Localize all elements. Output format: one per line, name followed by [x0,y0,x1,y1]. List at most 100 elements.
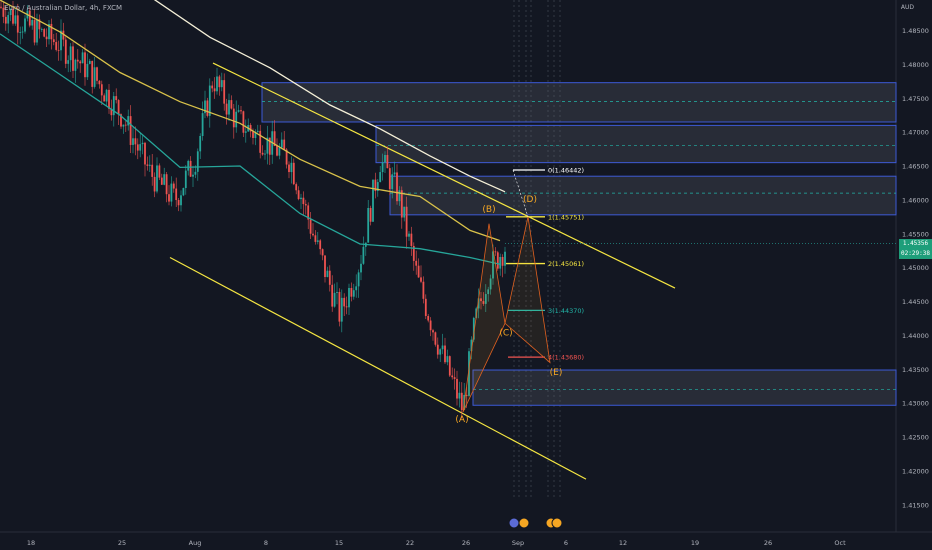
candle-body [429,320,432,331]
candle-body [199,136,202,152]
y-tick-label: 1.45500 [902,230,929,238]
candle-body [136,144,139,151]
candle-body [218,76,221,88]
x-tick-label: Sep [512,539,524,547]
candle-body [122,124,125,127]
projection-level-label: 1(1.45751) [548,213,584,221]
candle-body [494,251,497,253]
candle-body [412,245,415,261]
y-tick-label: 1.41500 [902,501,929,509]
candle-body [216,76,218,92]
candle-body [309,219,312,234]
economic-event-icon [518,517,530,529]
economic-event-icon [508,517,520,529]
symbol-title: Euro / Australian Dollar, 4h, FXCM [4,4,123,12]
candle-body [206,100,209,116]
candle-body [465,394,468,396]
candle-body [40,29,43,30]
supply-demand-zone [472,369,897,406]
candle-body [43,29,46,37]
y-tick-label: 1.47500 [902,95,929,103]
candle-body [151,164,154,177]
candle-body [302,197,305,205]
candle-body [278,147,281,156]
candle-body [132,138,134,145]
candle-body [441,345,444,350]
candle-body [127,116,130,126]
price-axis-panel [896,0,932,550]
candle-body [192,174,194,177]
candle-body [244,131,247,133]
projection-connector [512,170,529,217]
candle-body [64,39,67,64]
candle-body [415,260,418,266]
candle-body [345,306,348,308]
candle-body [81,52,84,64]
candle-body [7,15,10,24]
candle-body [480,298,482,302]
moving-average-line [0,33,501,265]
candle-body [38,19,41,30]
candle-body [432,330,434,333]
candle-body [331,284,334,307]
candle-body [16,15,19,33]
y-tick-label: 1.48000 [902,61,929,69]
lower-channel-trendline [169,256,587,480]
candle-body [115,96,118,101]
candle-body [288,164,290,173]
candle-body [398,190,401,202]
candle-body [45,36,48,40]
wave-label: (C) [499,328,512,338]
candle-body [57,49,60,51]
candle-body [117,100,120,115]
candle-body [175,188,178,201]
candle-body [144,142,146,165]
candle-body [112,96,115,116]
candle-body [307,205,310,220]
candle-body [376,182,379,191]
candle-body [340,297,343,322]
candle-body [9,9,12,16]
candle-body [91,60,94,87]
candle-body [170,183,173,202]
candle-body [273,131,276,146]
projection-level-label: 4(1.43680) [548,354,584,362]
y-tick-label: 1.44000 [902,332,929,340]
candle-body [100,84,103,96]
candle-body [408,233,410,237]
candle-body [444,345,446,363]
candle-body [355,286,358,291]
candle-body [86,63,89,78]
candle-body [276,145,278,156]
candle-body [316,240,319,242]
candle-body [410,233,413,246]
candle-body [235,111,238,128]
candle-body [369,207,372,222]
candle-body [79,61,82,64]
candle-body [194,171,197,175]
candle-body [165,174,168,195]
candle-body [290,162,293,173]
candle-body [24,18,26,32]
candle-body [285,149,288,165]
moving-average-line [0,0,501,242]
y-tick-label: 1.42500 [902,434,929,442]
candle-body [451,375,454,378]
candle-body [405,206,408,237]
candle-body [283,139,286,150]
candle-body [259,130,262,153]
x-tick-label: 18 [27,539,35,547]
candle-body [146,164,149,166]
x-tick-label: 15 [335,539,343,547]
candle-body [367,207,370,243]
candle-body [386,154,389,169]
candle-body [139,144,142,151]
candle-body [336,291,338,293]
y-tick-label: 1.43500 [902,366,929,374]
candle-body [472,317,475,340]
candle-body [2,7,5,17]
candle-body [48,23,50,40]
candle-body [249,125,252,132]
